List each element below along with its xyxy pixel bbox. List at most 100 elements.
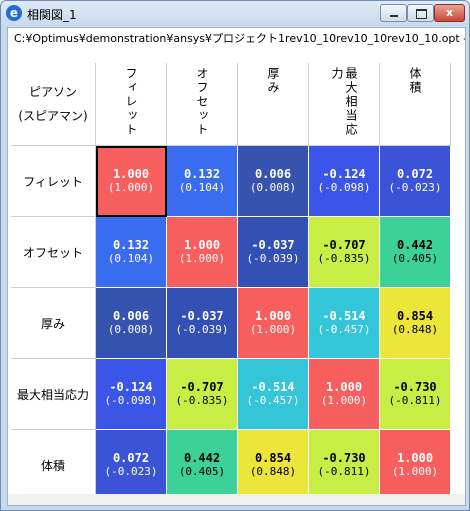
column-header-offset: オフセット — [167, 63, 238, 146]
minimize-button[interactable] — [380, 4, 407, 22]
spearman-value: (0.405) — [178, 465, 226, 478]
pearson-value: -0.124 — [109, 380, 153, 394]
window-title: 相関図_1 — [27, 8, 77, 22]
spearman-value: (-0.098) — [104, 394, 158, 407]
pearson-value: 0.072 — [396, 167, 434, 181]
matrix-cell-fillet-offset[interactable]: 0.132 (0.104) — [167, 146, 238, 217]
matrix-cell-fillet-volume[interactable]: 0.072 (-0.023) — [380, 146, 451, 217]
minimize-icon — [390, 15, 398, 17]
pearson-value: -0.730 — [393, 380, 437, 394]
matrix-cell-offset-fillet[interactable]: 0.132 (0.104) — [96, 217, 167, 288]
app-logo-icon: e — [6, 5, 22, 21]
column-header-label: 体積 — [408, 67, 422, 95]
matrix-cell-thickness-max-stress[interactable]: -0.514 (-0.457) — [309, 288, 380, 359]
correlation-matrix: ピアソン (スピアマン) フィレット オフセット 厚み 最大相当応力 体積 フィレット 1.… — [11, 63, 457, 501]
pearson-value: -0.037 — [251, 238, 295, 252]
matrix-cell-offset-thickness[interactable]: -0.037 (-0.039) — [238, 217, 309, 288]
maximize-button[interactable] — [407, 4, 434, 22]
pearson-value: -0.514 — [322, 309, 366, 323]
matrix-cell-volume-volume[interactable]: 1.000 (1.000) — [380, 430, 451, 501]
spearman-value: (-0.811) — [388, 394, 442, 407]
pearson-value: 0.006 — [112, 309, 150, 323]
maximize-icon — [416, 9, 427, 19]
matrix-cell-thickness-thickness[interactable]: 1.000 (1.000) — [238, 288, 309, 359]
pearson-value: 0.854 — [396, 309, 434, 323]
matrix-cell-fillet-fillet[interactable]: 1.000 (1.000) — [96, 146, 167, 217]
pearson-value: -0.707 — [322, 238, 366, 252]
spearman-value: (0.104) — [107, 252, 155, 265]
spearman-value: (-0.039) — [246, 252, 300, 265]
row-header-thickness: 厚み — [11, 288, 96, 359]
column-header-label: 最大相当応力 — [330, 67, 358, 137]
matrix-cell-thickness-fillet[interactable]: 0.006 (0.008) — [96, 288, 167, 359]
file-path-label: C:¥Optimus¥demonstration¥ansys¥プロジェクト1re… — [14, 32, 465, 45]
pearson-value: 1.000 — [254, 309, 292, 323]
pearson-value: 1.000 — [396, 451, 434, 465]
close-button[interactable]: x — [434, 4, 465, 22]
spearman-value: (1.000) — [107, 181, 155, 194]
spearman-value: (0.405) — [391, 252, 439, 265]
close-icon: x — [445, 6, 454, 19]
matrix-cell-volume-offset[interactable]: 0.442 (0.405) — [167, 430, 238, 501]
corner-label-pearson: ピアソン — [28, 85, 77, 99]
corner-label-spearman: (スピアマン) — [18, 109, 88, 123]
pearson-value: 0.442 — [183, 451, 221, 465]
matrix-cell-max-stress-fillet[interactable]: -0.124 (-0.098) — [96, 359, 167, 430]
matrix-cell-fillet-max-stress[interactable]: -0.124 (-0.098) — [309, 146, 380, 217]
matrix-cell-volume-fillet[interactable]: 0.072 (-0.023) — [96, 430, 167, 501]
row-header-volume: 体積 — [11, 430, 96, 501]
matrix-cell-max-stress-thickness[interactable]: -0.514 (-0.457) — [238, 359, 309, 430]
column-header-label: フィレット — [124, 67, 138, 137]
matrix-cell-volume-max-stress[interactable]: -0.730 (-0.811) — [309, 430, 380, 501]
matrix-cell-thickness-volume[interactable]: 0.854 (0.848) — [380, 288, 451, 359]
matrix-cell-volume-thickness[interactable]: 0.854 (0.848) — [238, 430, 309, 501]
matrix-cell-max-stress-offset[interactable]: -0.707 (-0.835) — [167, 359, 238, 430]
spearman-value: (0.008) — [107, 323, 155, 336]
matrix-cell-offset-offset[interactable]: 1.000 (1.000) — [167, 217, 238, 288]
row-header-offset: オフセット — [11, 217, 96, 288]
spearman-value: (1.000) — [320, 394, 368, 407]
spearman-value: (-0.835) — [317, 252, 371, 265]
pearson-value: 1.000 — [183, 238, 221, 252]
spearman-value: (-0.023) — [388, 181, 442, 194]
column-header-label: オフセット — [195, 67, 209, 137]
spearman-value: (1.000) — [391, 465, 439, 478]
spearman-value: (-0.457) — [246, 394, 300, 407]
spearman-value: (-0.098) — [317, 181, 371, 194]
window-content: C:¥Optimus¥demonstration¥ansys¥プロジェクト1re… — [7, 27, 466, 506]
title-bar[interactable]: e 相関図_1 x — [1, 1, 469, 27]
column-header-max-stress: 最大相当応力 — [309, 63, 380, 146]
column-header-fillet: フィレット — [96, 63, 167, 146]
status-strip — [8, 494, 465, 505]
spearman-value: (-0.457) — [317, 323, 371, 336]
column-header-label: 厚み — [266, 67, 280, 95]
pearson-value: -0.037 — [180, 309, 224, 323]
pearson-value: 0.132 — [112, 238, 150, 252]
pearson-value: -0.514 — [251, 380, 295, 394]
pearson-value: 0.006 — [254, 167, 292, 181]
matrix-cell-thickness-offset[interactable]: -0.037 (-0.039) — [167, 288, 238, 359]
spearman-value: (-0.835) — [175, 394, 229, 407]
matrix-cell-offset-volume[interactable]: 0.442 (0.405) — [380, 217, 451, 288]
corner-header: ピアソン (スピアマン) — [11, 63, 96, 146]
pearson-value: -0.730 — [322, 451, 366, 465]
matrix-cell-offset-max-stress[interactable]: -0.707 (-0.835) — [309, 217, 380, 288]
pearson-value: 1.000 — [325, 380, 363, 394]
matrix-cell-max-stress-volume[interactable]: -0.730 (-0.811) — [380, 359, 451, 430]
spearman-value: (1.000) — [249, 323, 297, 336]
spearman-value: (0.848) — [391, 323, 439, 336]
pearson-value: -0.124 — [322, 167, 366, 181]
spearman-value: (0.848) — [249, 465, 297, 478]
column-header-volume: 体積 — [380, 63, 451, 146]
row-header-fillet: フィレット — [11, 146, 96, 217]
row-header-max-stress: 最大相当応力 — [11, 359, 96, 430]
matrix-cell-fillet-thickness[interactable]: 0.006 (0.008) — [238, 146, 309, 217]
column-header-thickness: 厚み — [238, 63, 309, 146]
matrix-cell-max-stress-max-stress[interactable]: 1.000 (1.000) — [309, 359, 380, 430]
spearman-value: (0.008) — [249, 181, 297, 194]
spearman-value: (-0.811) — [317, 465, 371, 478]
pearson-value: 0.442 — [396, 238, 434, 252]
spearman-value: (-0.039) — [175, 323, 229, 336]
pearson-value: 0.132 — [183, 167, 221, 181]
